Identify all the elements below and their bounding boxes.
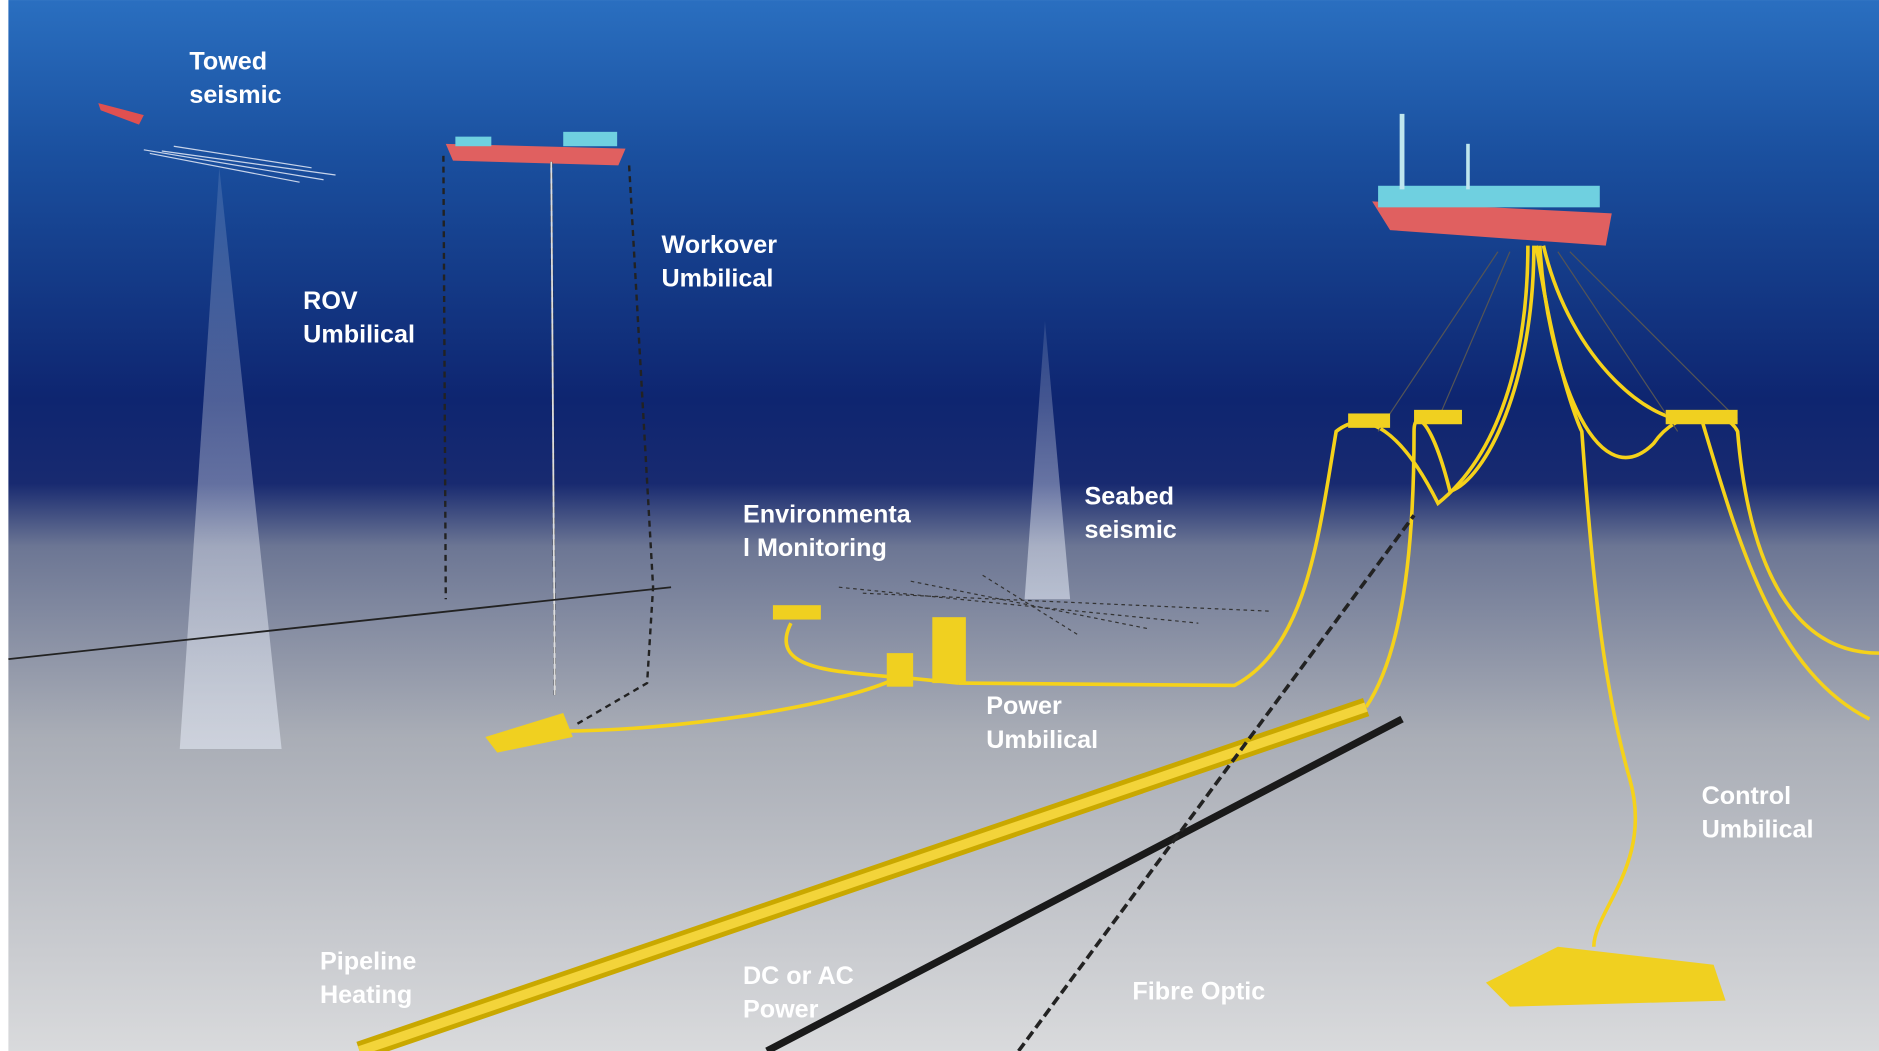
label: ROV: [303, 287, 358, 315]
sonar-cone: [1024, 321, 1071, 600]
power-umbilical: [563, 622, 959, 733]
label: Umbilical: [303, 321, 415, 349]
sonar-cone: [179, 167, 282, 749]
fpso: [1372, 113, 1612, 246]
water: [8, 0, 1879, 1051]
label: Power: [986, 692, 1062, 720]
workover-vessel: [442, 131, 655, 727]
seabed-cable: [8, 586, 672, 661]
label: seismic: [189, 81, 281, 109]
power-cable: [765, 715, 1404, 1051]
label: l Monitoring: [743, 534, 887, 562]
label: Pipeline: [320, 947, 416, 975]
label: seismic: [1084, 516, 1176, 544]
label: Power: [743, 995, 819, 1023]
label: Towed: [189, 48, 267, 76]
labels: Towed seismic ROV Umbilical Workover Umbilica…: [189, 48, 1813, 1024]
label: Heating: [320, 981, 412, 1009]
label: Umbilical: [661, 264, 773, 292]
label: Environmenta: [743, 501, 912, 529]
label: DC or AC: [743, 962, 854, 990]
seismic-ship: [98, 103, 336, 183]
fibre-cable: [1017, 514, 1416, 1051]
label: Fibre Optic: [1132, 977, 1265, 1005]
subsea-equipment: [485, 409, 1738, 1007]
mooring: [1377, 251, 1739, 432]
label: Umbilical: [986, 726, 1098, 754]
label: Seabed: [1084, 483, 1173, 511]
label: Umbilical: [1702, 816, 1814, 844]
pipeline-highlight: [357, 702, 1368, 1051]
label: Workover: [661, 231, 777, 259]
label: Control: [1702, 782, 1791, 810]
seabed-grid: [838, 574, 1271, 636]
